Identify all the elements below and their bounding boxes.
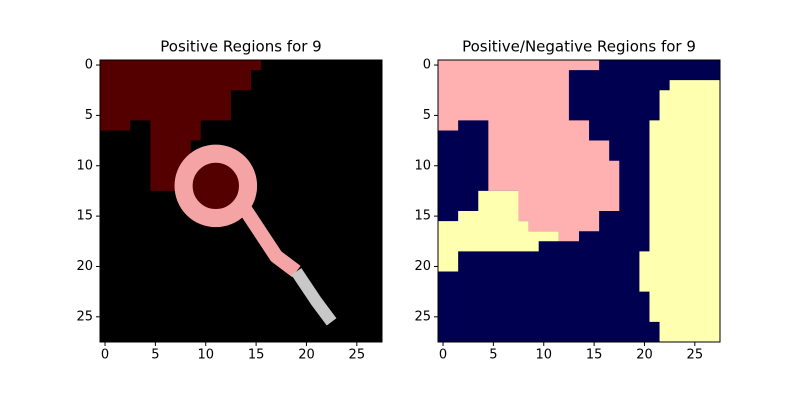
positive-region bbox=[438, 60, 620, 242]
chart-title: Positive Regions for 9 bbox=[160, 38, 321, 56]
x-tick-label: 10 bbox=[535, 348, 552, 363]
x-tick-label: 5 bbox=[151, 348, 159, 363]
digit-center bbox=[203, 171, 228, 196]
x-tick-label: 15 bbox=[248, 348, 265, 363]
x-tick-label: 25 bbox=[349, 348, 366, 363]
x-tick-label: 10 bbox=[197, 348, 214, 363]
negative-region bbox=[438, 190, 559, 272]
axes-frame bbox=[99, 59, 383, 343]
y-tick-label: 20 bbox=[414, 259, 431, 274]
x-tick-label: 20 bbox=[298, 348, 315, 363]
y-tick-label: 0 bbox=[423, 58, 431, 73]
chart-title: Positive/Negative Regions for 9 bbox=[462, 38, 696, 56]
y-tick-label: 25 bbox=[76, 309, 93, 324]
x-tick-label: 15 bbox=[586, 348, 603, 363]
axes-frame bbox=[437, 59, 721, 343]
y-tick-label: 15 bbox=[414, 209, 431, 224]
y-tick-label: 20 bbox=[76, 259, 93, 274]
y-tick-label: 10 bbox=[76, 158, 93, 173]
x-tick-label: 20 bbox=[636, 348, 653, 363]
x-tick-label: 25 bbox=[687, 348, 704, 363]
negative-region bbox=[639, 80, 720, 342]
digit-stroke bbox=[237, 202, 301, 278]
y-tick-label: 5 bbox=[423, 108, 431, 123]
positive-region bbox=[100, 60, 262, 191]
image-right bbox=[438, 60, 720, 342]
image-left bbox=[100, 60, 382, 342]
y-tick-label: 25 bbox=[414, 309, 431, 324]
digit-tail bbox=[291, 268, 337, 326]
x-tick-label: 5 bbox=[489, 348, 497, 363]
y-tick-label: 10 bbox=[414, 158, 431, 173]
y-tick-label: 5 bbox=[85, 108, 93, 123]
x-tick-label: 0 bbox=[101, 348, 109, 363]
y-tick-label: 0 bbox=[85, 58, 93, 73]
x-tick-label: 0 bbox=[439, 348, 447, 363]
y-tick-label: 15 bbox=[76, 209, 93, 224]
